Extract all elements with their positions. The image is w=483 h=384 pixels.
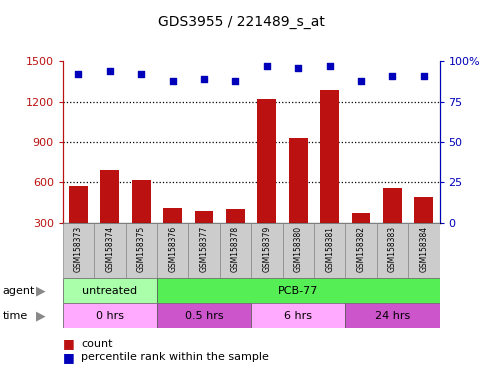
Bar [289,138,308,263]
Text: 0 hrs: 0 hrs [96,311,124,321]
Bar [94,223,126,278]
Bar [251,223,283,278]
Point [106,68,114,74]
Bar [63,223,94,278]
Bar [251,303,345,328]
Point [169,78,177,84]
Text: 6 hrs: 6 hrs [284,311,312,321]
Bar [377,223,408,278]
Text: time: time [2,311,28,321]
Text: GSM158375: GSM158375 [137,225,146,272]
Text: ▶: ▶ [36,285,46,297]
Bar [100,170,119,263]
Bar [320,90,339,263]
Point [420,73,428,79]
Bar [408,223,440,278]
Text: GSM158374: GSM158374 [105,225,114,272]
Bar [257,99,276,263]
Text: GSM158373: GSM158373 [74,225,83,272]
Bar [188,223,220,278]
Text: GSM158384: GSM158384 [419,225,428,271]
Bar [220,223,251,278]
Text: GSM158378: GSM158378 [231,225,240,271]
Bar [345,223,377,278]
Bar [157,223,188,278]
Bar [314,223,345,278]
Bar [157,303,251,328]
Text: GSM158377: GSM158377 [199,225,209,272]
Text: ▶: ▶ [36,310,46,322]
Text: 24 hrs: 24 hrs [375,311,410,321]
Text: GSM158383: GSM158383 [388,225,397,271]
Text: GSM158380: GSM158380 [294,225,303,271]
Bar [414,197,433,263]
Bar [132,180,151,263]
Text: ■: ■ [63,337,74,350]
Point [200,76,208,82]
Text: GSM158382: GSM158382 [356,225,366,271]
Point [295,65,302,71]
Text: percentile rank within the sample: percentile rank within the sample [81,352,269,362]
Point [138,71,145,78]
Text: GSM158381: GSM158381 [325,225,334,271]
Bar [69,187,88,263]
Point [232,78,240,84]
Bar [195,210,213,263]
Bar [63,278,157,303]
Point [326,63,333,70]
Text: GSM158379: GSM158379 [262,225,271,272]
Point [74,71,82,78]
Text: count: count [81,339,113,349]
Text: 0.5 hrs: 0.5 hrs [185,311,223,321]
Bar [345,303,440,328]
Point [263,63,271,70]
Text: untreated: untreated [82,286,138,296]
Bar [283,223,314,278]
Text: PCB-77: PCB-77 [278,286,318,296]
Text: ■: ■ [63,351,74,364]
Bar [383,189,402,263]
Bar [157,278,440,303]
Text: agent: agent [2,286,35,296]
Bar [126,223,157,278]
Text: GSM158376: GSM158376 [168,225,177,272]
Point [389,73,397,79]
Bar [352,213,370,263]
Bar [163,208,182,263]
Point [357,78,365,84]
Text: GDS3955 / 221489_s_at: GDS3955 / 221489_s_at [158,15,325,29]
Bar [226,209,245,263]
Bar [63,303,157,328]
